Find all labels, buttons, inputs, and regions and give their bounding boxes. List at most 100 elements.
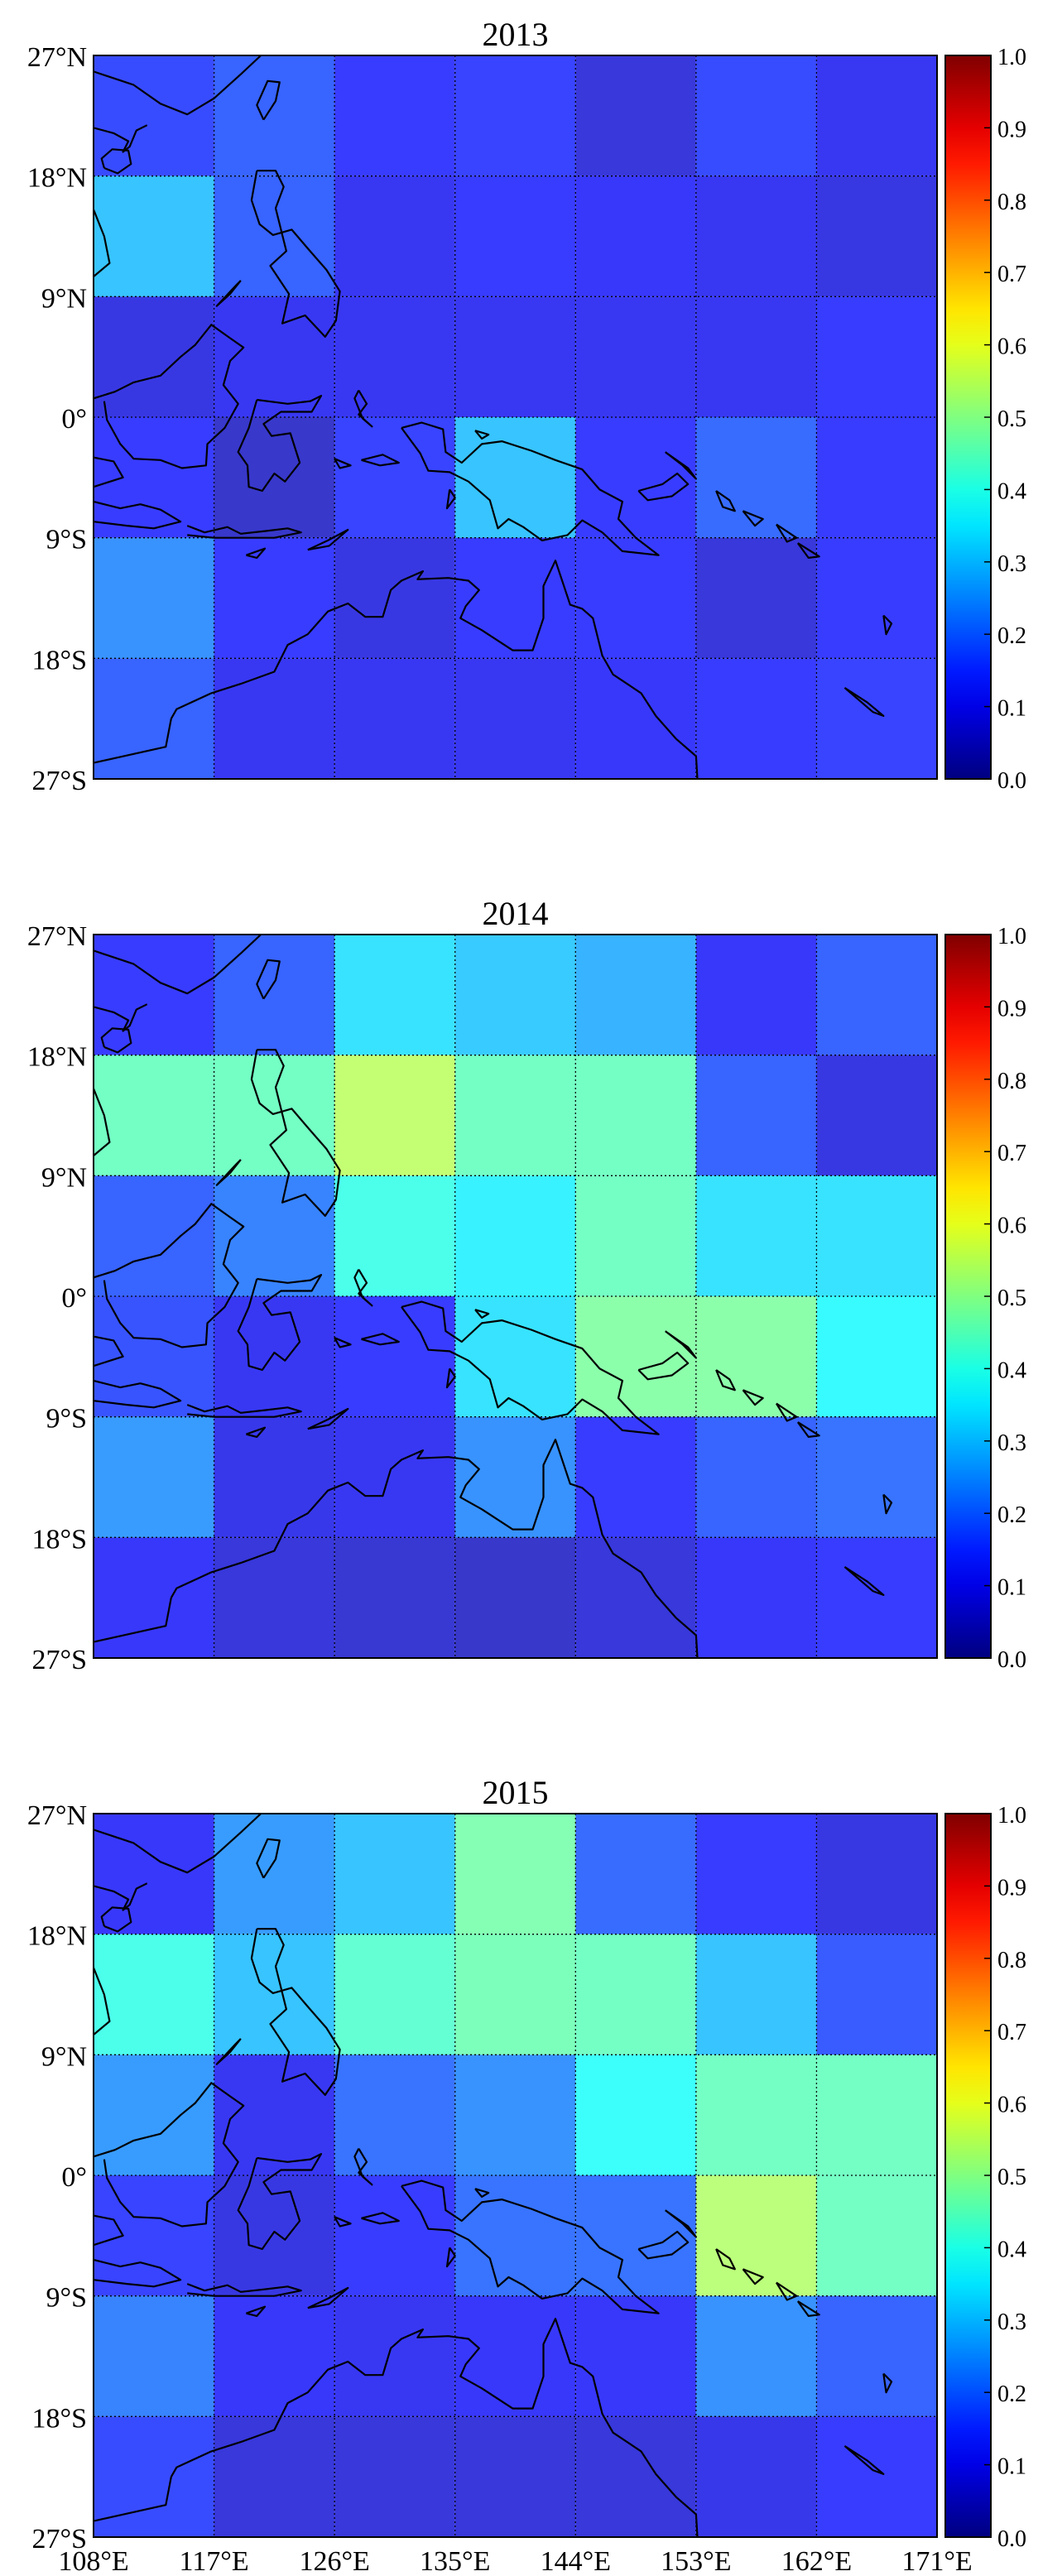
heatmap-cell <box>334 296 455 417</box>
heatmap-cell <box>816 1175 937 1296</box>
coastline <box>715 490 736 512</box>
coastline <box>796 542 820 559</box>
coastline <box>94 1003 148 1032</box>
colorbar-tick-label: 0.8 <box>997 190 1026 215</box>
heatmap-cell <box>454 1934 576 2055</box>
colorbar-tick-label: 0.7 <box>997 2020 1026 2045</box>
lat-tick-label: 0° <box>61 1283 87 1314</box>
panel-2013: 2013 27°N 18°N 9°N 0° 9°S 18°S 27°S 0.0 0.1 0.2 0.3… <box>27 16 1026 796</box>
heatmap-cell <box>94 1416 214 1538</box>
lat-tick-label: 0° <box>61 404 87 435</box>
heatmap-cell <box>454 537 576 659</box>
heatmap-cell <box>454 2055 576 2175</box>
coastline <box>100 148 132 175</box>
coastline <box>170 1439 699 1658</box>
heatmap-cell <box>695 2055 817 2175</box>
coastline <box>474 2188 490 2198</box>
coastline <box>361 454 400 467</box>
heatmap-cell <box>94 2416 214 2537</box>
coastline <box>775 523 798 543</box>
colorbar-gradient <box>944 934 992 1659</box>
heatmap-cell <box>575 417 696 538</box>
coastline <box>474 430 490 440</box>
lat-tick-label: 27°S <box>31 766 87 796</box>
coastline <box>94 718 172 764</box>
heatmap-cell <box>334 2055 455 2175</box>
heatmap-cell <box>454 2175 576 2296</box>
heatmap-cell <box>816 1934 937 2055</box>
grid-lines <box>94 55 937 779</box>
colorbar-tick-label: 0.4 <box>997 1358 1026 1383</box>
heatmap-cell <box>695 537 817 659</box>
heatmap-cell <box>454 1296 576 1417</box>
heatmap-cell <box>695 296 817 417</box>
colorbar-tick-label: 0.6 <box>997 1214 1026 1239</box>
heatmap-cell <box>575 1537 696 1658</box>
coastline <box>94 500 182 530</box>
lon-tick-label: 144°E <box>541 2546 611 2576</box>
coastline <box>94 1203 245 1348</box>
heatmap-cell <box>214 1934 335 2055</box>
heatmap-cells <box>94 1814 937 2537</box>
heatmap-cell <box>94 55 214 176</box>
colorbar-tick-label: 0.7 <box>997 262 1026 287</box>
heatmap-cell <box>575 1175 696 1296</box>
heatmap-cell <box>816 2416 937 2537</box>
coastline <box>844 686 885 717</box>
colorbar-tick-label: 0.0 <box>997 1647 1026 1673</box>
heatmap-cell <box>695 935 817 1055</box>
lat-tick-label: 9°S <box>46 1404 87 1435</box>
heatmap-cell <box>94 537 214 659</box>
heatmap-cell <box>454 658 576 779</box>
colorbar: 0.0 0.1 0.2 0.3 0.4 0.5 0.6 0.7 0.8 0.9 1.0 <box>944 45 1026 794</box>
coastline <box>401 1300 660 1435</box>
coastline <box>186 525 302 539</box>
heatmap-cell <box>695 1175 817 1296</box>
coastline <box>742 510 764 527</box>
coastline <box>94 1882 148 1911</box>
colorbar-tick-label: 0.4 <box>997 478 1026 504</box>
heatmap-cell <box>214 1296 335 1417</box>
coastline <box>882 1493 893 1515</box>
lat-tick-label: 27°S <box>31 2524 87 2554</box>
coastline <box>256 959 281 1000</box>
heatmap-cell <box>454 175 576 297</box>
coastline <box>94 1379 182 1409</box>
coastline <box>250 1049 341 1217</box>
colorbar: 0.0 0.1 0.2 0.3 0.4 0.5 0.6 0.7 0.8 0.9 1.0 <box>944 924 1026 1673</box>
heatmap-cell <box>334 2416 455 2537</box>
heatmap-cell <box>816 935 937 1055</box>
heatmap-cell <box>334 175 455 297</box>
coastline <box>445 1367 456 1389</box>
coastline <box>215 1159 242 1186</box>
heatmap-cell <box>695 1416 817 1538</box>
heatmap-cell <box>214 55 335 176</box>
heatmap-cell <box>816 1296 937 1417</box>
colorbar-tick-label: 1.0 <box>997 1803 1026 1829</box>
lat-tick-label: 27°N <box>27 921 87 952</box>
coastline <box>100 1027 132 1054</box>
heatmap-cell <box>816 537 937 659</box>
heatmap-cell <box>695 55 817 176</box>
heatmap-cell <box>816 1537 937 1658</box>
coastline <box>307 528 349 551</box>
heatmap-cell <box>94 1537 214 1658</box>
heatmap-cell <box>816 2055 937 2175</box>
colorbar-tick-label: 0.9 <box>997 996 1026 1021</box>
heatmap-cell <box>454 1175 576 1296</box>
map-frame <box>93 55 938 780</box>
heatmap-cell <box>575 2416 696 2537</box>
heatmap-cell <box>575 537 696 659</box>
heatmap-cell <box>575 1296 696 1417</box>
coastline <box>334 458 352 469</box>
heatmap-cell <box>214 417 335 538</box>
heatmap-cell <box>334 417 455 538</box>
lat-tick-label: 18°S <box>31 645 87 675</box>
heatmap-cell <box>575 2295 696 2417</box>
heatmap-cell <box>214 537 335 659</box>
heatmap-cell <box>816 296 937 417</box>
colorbar-tick-label: 0.0 <box>997 2526 1026 2552</box>
heatmap-cell <box>334 935 455 1055</box>
heatmap-cell <box>94 658 214 779</box>
lat-tick-label: 9°N <box>41 2041 87 2072</box>
